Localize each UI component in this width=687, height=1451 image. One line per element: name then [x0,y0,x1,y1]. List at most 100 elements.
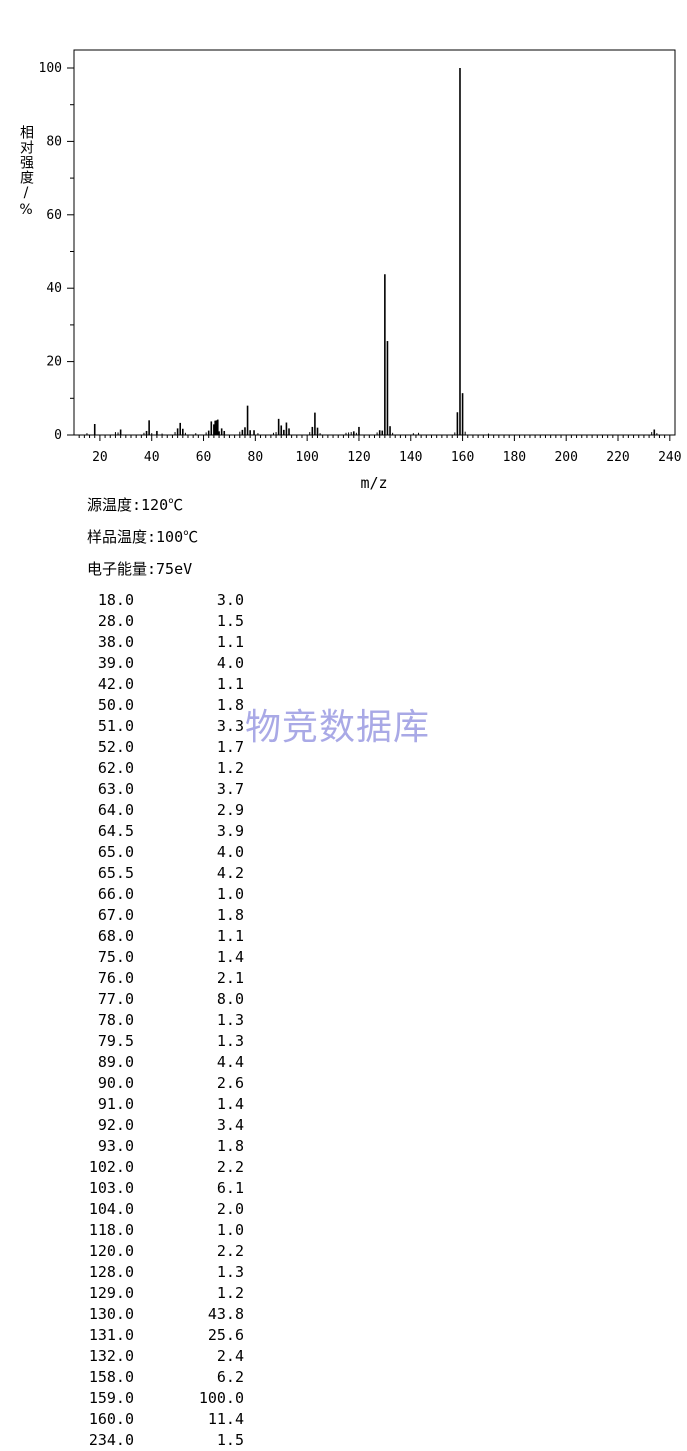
peak-mz: 62.0 [97,759,134,777]
x-tick-label: 20 [92,450,108,465]
x-tick-label: 40 [144,450,160,465]
peak-intensity: 1.1 [216,675,244,693]
peak-mz: 128.0 [88,1263,134,1281]
peak-intensity: 3.7 [216,780,244,798]
x-tick-label: 100 [295,450,318,465]
peak-intensity: 8.0 [216,990,244,1008]
peak-intensity: 4.2 [216,864,244,882]
peak-mz: 18.0 [97,591,134,609]
peak-mz: 78.0 [97,1011,134,1029]
x-tick-label: 220 [606,450,629,465]
peak-mz: 120.0 [88,1242,134,1260]
peak-intensity: 6.2 [216,1368,244,1386]
x-tick-label: 160 [451,450,474,465]
peak-bars [86,68,658,435]
peak-mz: 77.0 [97,990,134,1008]
peak-mz: 160.0 [88,1410,134,1428]
peak-mz: 66.0 [97,885,134,903]
peak-intensity: 3.0 [216,591,244,609]
peak-intensity: 1.8 [216,696,244,714]
y-tick-label: 100 [39,61,62,76]
peak-intensity: 1.7 [216,738,244,756]
peak-mz: 67.0 [97,906,134,924]
x-tick-label: 240 [658,450,681,465]
peak-intensity: 11.4 [207,1410,244,1428]
peak-intensity: 1.4 [216,1095,244,1113]
y-tick-label: 0 [54,428,62,443]
peak-intensity: 2.0 [216,1200,244,1218]
peak-intensity: 3.4 [216,1116,244,1134]
peak-mz: 118.0 [88,1221,134,1239]
x-axis: 20 40 60 80 100 120 140 160 180 200 220 240 [78,435,682,465]
peak-intensity: 1.8 [216,1137,244,1155]
peak-mz: 50.0 [97,696,134,714]
peak-intensity: 1.5 [216,1431,244,1449]
peak-intensity: 100.0 [198,1389,244,1407]
peak-intensity: 1.3 [216,1011,244,1029]
peak-mz: 65.5 [97,864,134,882]
peak-mz: 90.0 [97,1074,134,1092]
x-axis-label: m/z [360,474,387,492]
x-tick-label: 200 [554,450,577,465]
x-tick-label: 140 [399,450,422,465]
y-axis: 0 20 40 60 80 100 [39,61,74,443]
peak-mz: 103.0 [88,1179,134,1197]
source-temperature: 源温度:120℃ [87,496,184,514]
peak-intensity: 1.0 [216,1221,244,1239]
peak-intensity: 3.9 [216,822,244,840]
peak-mz: 91.0 [97,1095,134,1113]
peak-mz: 158.0 [88,1368,134,1386]
watermark: 物竞数据库 [245,707,431,748]
peak-intensity: 43.8 [207,1305,244,1323]
peak-mz: 39.0 [97,654,134,672]
peak-mz: 51.0 [97,717,134,735]
peak-intensity: 2.2 [216,1242,244,1260]
peak-mz: 42.0 [97,675,134,693]
peak-mz: 79.5 [97,1032,134,1050]
peak-mz: 92.0 [97,1116,134,1134]
peak-intensity: 4.4 [216,1053,244,1071]
y-tick-label: 40 [46,281,62,296]
y-axis-label: 相对强度/% [18,125,34,219]
peak-intensity: 1.5 [216,612,244,630]
peak-intensity: 2.1 [216,969,244,987]
peak-mz: 89.0 [97,1053,134,1071]
peak-mz: 159.0 [88,1389,134,1407]
peak-intensity: 1.2 [216,1284,244,1302]
peak-mz: 131.0 [88,1326,134,1344]
peak-mz: 104.0 [88,1200,134,1218]
plot-frame [73,49,676,436]
peak-mz: 75.0 [97,948,134,966]
peak-mz: 68.0 [97,927,134,945]
peak-mz: 64.5 [97,822,134,840]
peak-intensity: 1.4 [216,948,244,966]
peak-mz: 129.0 [88,1284,134,1302]
y-tick-label: 60 [46,208,62,223]
peak-intensity: 2.4 [216,1347,244,1365]
peak-intensity: 2.2 [216,1158,244,1176]
y-tick-label: 20 [46,355,62,370]
peak-intensity: 4.0 [216,843,244,861]
peak-mz: 38.0 [97,633,134,651]
peak-intensity: 1.8 [216,906,244,924]
peak-intensity: 3.3 [216,717,244,735]
peak-mz: 130.0 [88,1305,134,1323]
peak-intensity: 1.2 [216,759,244,777]
peak-mz: 28.0 [97,612,134,630]
peak-mz: 63.0 [97,780,134,798]
peak-mz: 64.0 [97,801,134,819]
peak-mz: 93.0 [97,1137,134,1155]
sample-temperature: 样品温度:100℃ [87,528,199,546]
electron-energy: 电子能量:75eV [87,560,193,578]
x-tick-label: 120 [347,450,370,465]
peak-intensity: 1.1 [216,633,244,651]
peak-mz: 132.0 [88,1347,134,1365]
peak-intensity: 1.1 [216,927,244,945]
peak-mz: 76.0 [97,969,134,987]
peak-intensity: 1.0 [216,885,244,903]
peak-mz: 234.0 [88,1431,134,1449]
x-tick-label: 60 [196,450,212,465]
peak-intensity: 1.3 [216,1032,244,1050]
x-tick-label: 180 [503,450,526,465]
